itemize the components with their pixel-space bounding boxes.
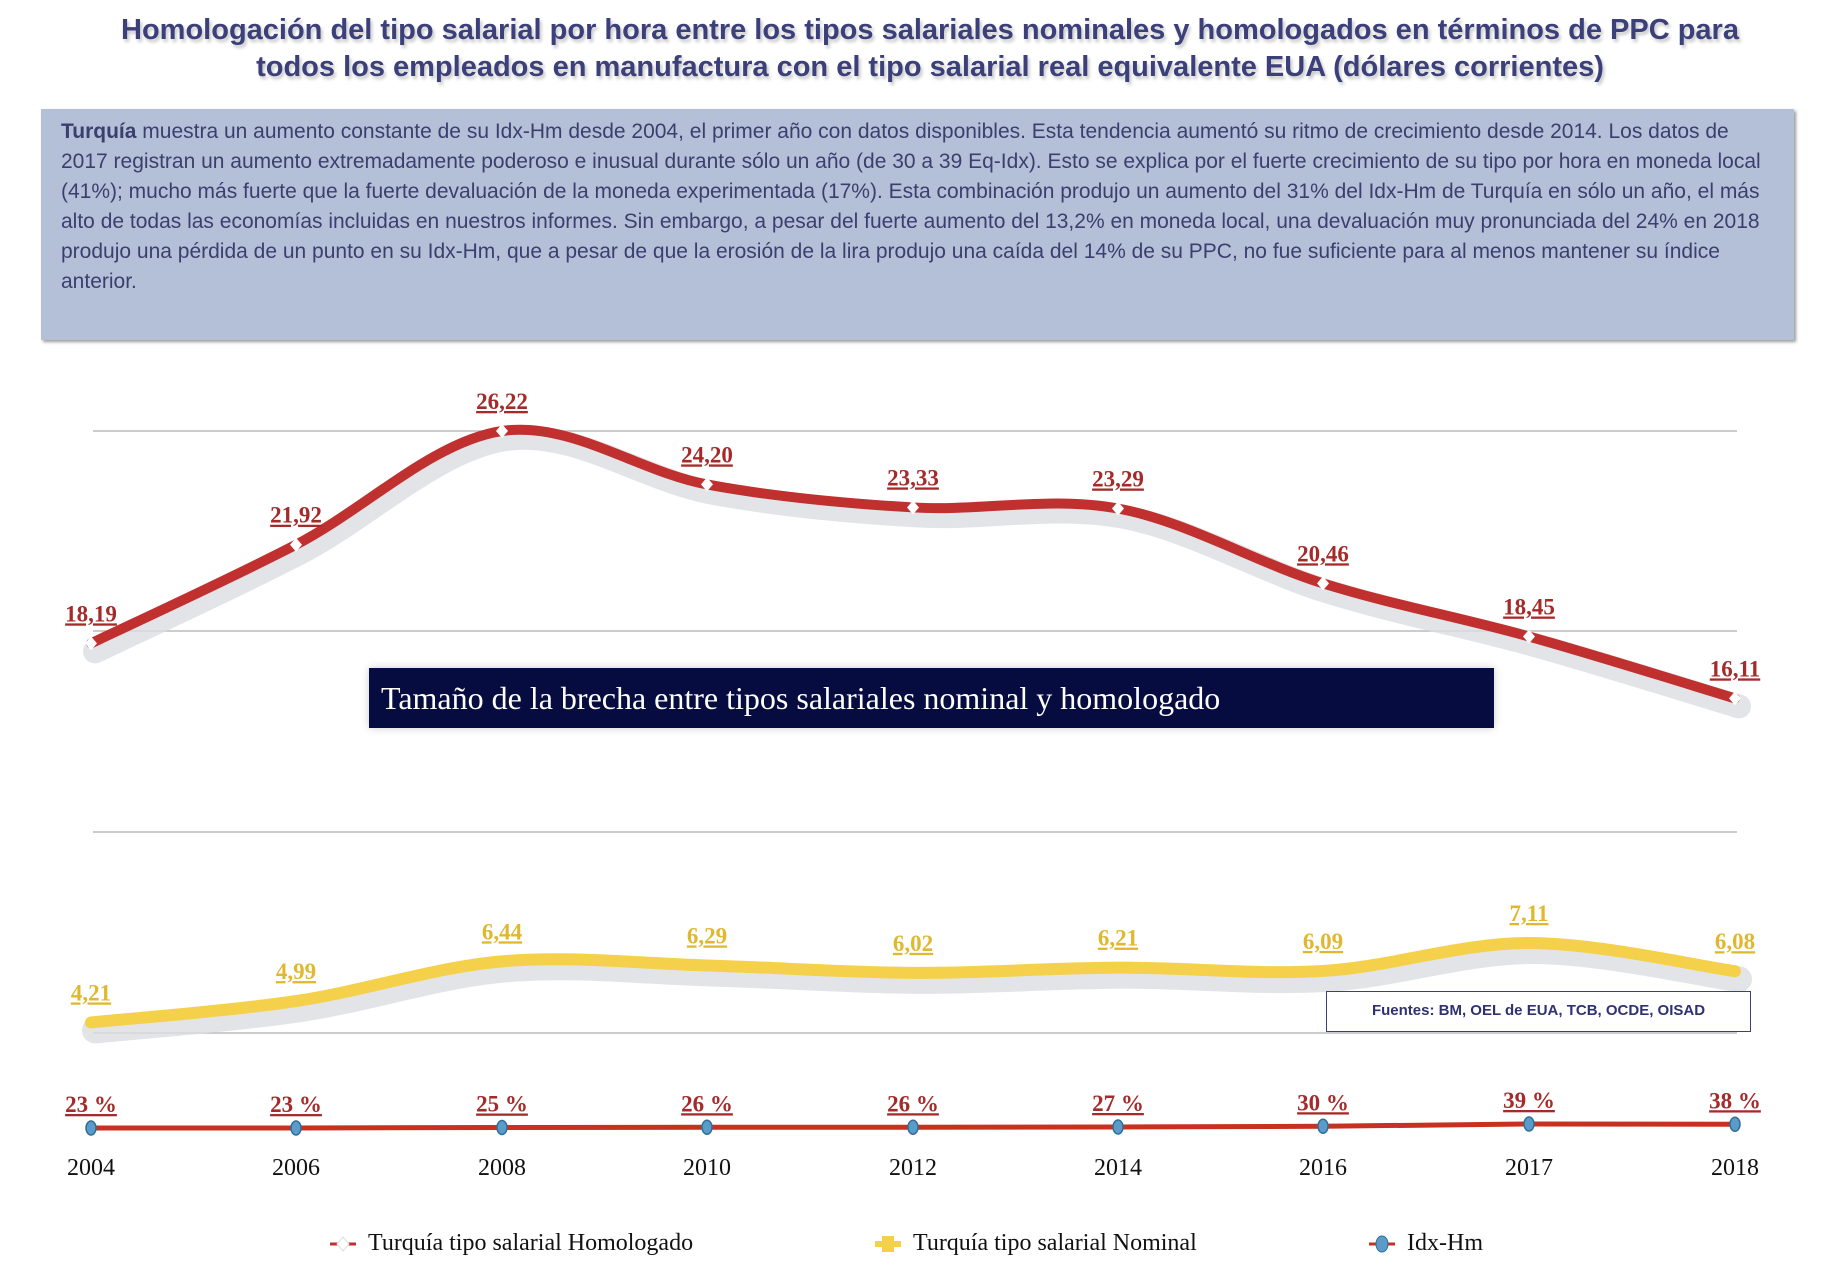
idx-marker [1317, 1118, 1329, 1134]
idx-data-label: 27 % [1092, 1091, 1144, 1116]
homologado-data-label: 16,11 [1710, 656, 1760, 681]
nominal-data-label: 6,44 [482, 919, 523, 944]
legend-homologado-icon [328, 1232, 358, 1256]
x-tick-label: 2004 [67, 1155, 115, 1181]
idx-marker [1523, 1116, 1535, 1132]
homologado-data-label: 23,33 [887, 465, 939, 490]
legend-idx-icon [1367, 1232, 1397, 1256]
homologado-marker [1523, 629, 1535, 644]
nominal-data-label: 6,29 [687, 923, 727, 948]
x-tick-label: 2017 [1505, 1155, 1553, 1181]
homologado-data-label: 18,19 [65, 601, 117, 626]
homologado-data-label: 24,20 [681, 442, 733, 467]
x-tick-label: 2006 [272, 1155, 320, 1181]
idx-data-label: 26 % [887, 1091, 939, 1116]
gap-banner: Tamaño de la brecha entre tipos salarial… [369, 668, 1494, 728]
idx-data-label: 39 % [1503, 1088, 1555, 1113]
homologado-marker [496, 424, 508, 438]
homologado-marker [701, 477, 713, 492]
description-text: muestra un aumento constante de su Idx-H… [61, 120, 1761, 293]
sources-box: Fuentes: BM, OEL de EUA, TCB, OCDE, OISA… [1326, 991, 1751, 1032]
idx-marker [907, 1119, 919, 1135]
homologado-data-label: 26,22 [476, 389, 528, 414]
x-tick-label: 2008 [478, 1155, 526, 1181]
legend-item-idx[interactable]: Idx-Hm [1367, 1230, 1483, 1257]
nominal-line [85, 936, 1741, 1029]
legend-nominal-label: Turquía tipo salarial Nominal [913, 1230, 1197, 1256]
legend-item-nominal[interactable]: Turquía tipo salarial Nominal [873, 1230, 1197, 1257]
homologado-marker [85, 636, 97, 651]
idx-data-label: 23 % [270, 1092, 322, 1117]
idx-data-label: 30 % [1297, 1090, 1349, 1115]
x-tick-label: 2010 [683, 1155, 731, 1181]
legend-item-homologado[interactable]: Turquía tipo salarial Homologado [328, 1230, 693, 1257]
homologado-data-label: 20,46 [1297, 541, 1349, 566]
description-box: Turquía muestra un aumento constante de … [41, 109, 1794, 340]
idx-marker [1729, 1116, 1741, 1132]
nominal-data-label: 4,99 [276, 959, 316, 984]
idx-data-label: 38 % [1709, 1088, 1761, 1113]
idx-marker [290, 1120, 302, 1136]
legend-idx-label: Idx-Hm [1407, 1230, 1483, 1256]
homologado-marker [290, 537, 302, 552]
description-lead: Turquía [61, 120, 137, 143]
x-tick-label: 2018 [1711, 1155, 1759, 1181]
x-tick-label: 2016 [1299, 1155, 1347, 1181]
legend-nominal-icon [873, 1232, 903, 1256]
homologado-data-label: 23,29 [1092, 466, 1144, 491]
nominal-data-label: 4,21 [71, 980, 111, 1005]
idx-marker [85, 1120, 97, 1136]
idx-data-label: 26 % [681, 1091, 733, 1116]
homologado-marker [907, 500, 919, 515]
x-tick-label: 2014 [1094, 1155, 1142, 1181]
homologado-marker [1317, 576, 1329, 591]
homologado-data-label: 18,45 [1503, 595, 1555, 620]
nominal-data-label: 6,08 [1715, 929, 1755, 954]
legend-homologado-label: Turquía tipo salarial Homologado [368, 1230, 694, 1256]
homologado-data-label: 21,92 [270, 503, 322, 528]
idx-marker [701, 1119, 713, 1135]
homologado-marker [1729, 691, 1741, 706]
idx-data-label: 25 % [476, 1092, 528, 1117]
chart-title: Homologación del tipo salarial por hora … [121, 14, 1739, 83]
nominal-data-label: 7,11 [1510, 901, 1549, 926]
nominal-data-label: 6,02 [893, 931, 933, 956]
idx-marker [496, 1119, 508, 1136]
idx-marker [1112, 1119, 1124, 1135]
nominal-line-shadow [82, 937, 1752, 1044]
homologado-marker [1112, 501, 1124, 516]
nominal-data-label: 6,21 [1098, 926, 1138, 951]
legend: Turquía tipo salarial Homologado Turquía… [0, 1230, 1822, 1270]
idx-data-label: 23 % [65, 1092, 117, 1117]
nominal-data-label: 6,09 [1303, 929, 1343, 954]
homologado-line-shadow [83, 425, 1751, 719]
x-tick-label: 2012 [889, 1155, 937, 1181]
